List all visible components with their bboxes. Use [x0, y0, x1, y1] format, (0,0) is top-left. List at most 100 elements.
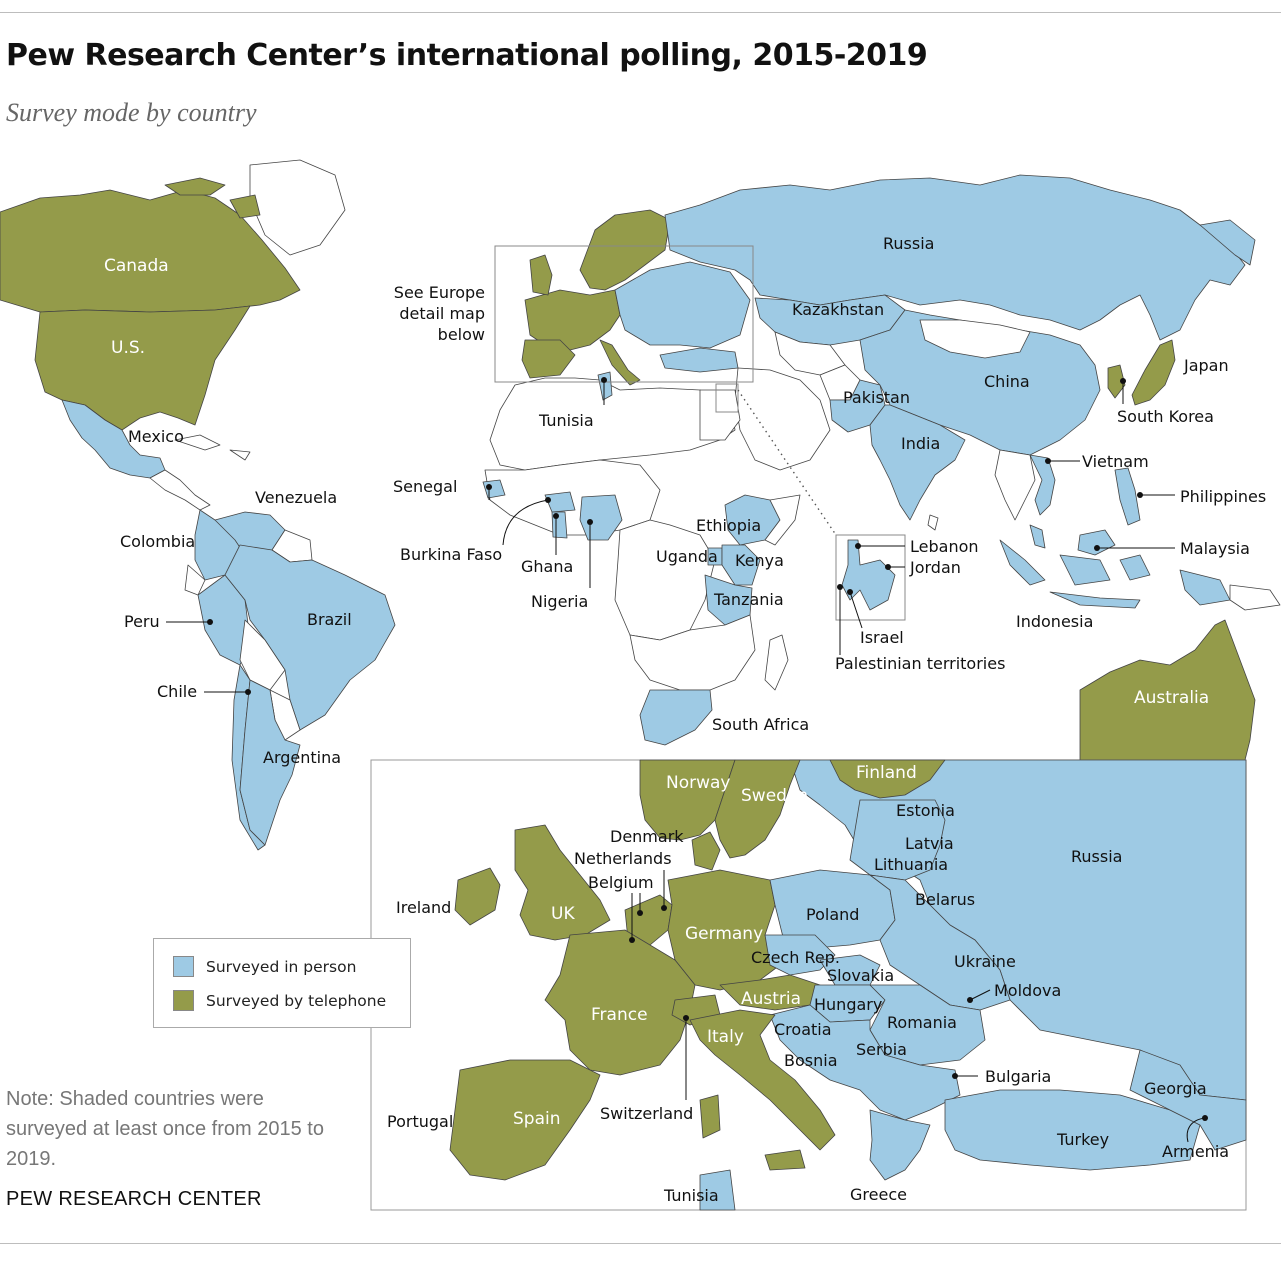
world-uk-shape	[529, 254, 553, 296]
inset-ireland-shape	[454, 867, 501, 926]
label-ghana: Ghana	[521, 557, 573, 576]
inset-turkey-shape	[944, 1089, 1201, 1171]
label-pakistan: Pakistan	[843, 388, 910, 407]
label-malaysia: Malaysia	[1180, 539, 1250, 558]
label-eu-sweden: Sweden	[741, 786, 808, 806]
label-eu-norway: Norway	[666, 773, 731, 793]
label-eu-tunisia: Tunisia	[663, 1186, 719, 1205]
label-palestinian-territories: Palestinian territories	[835, 654, 1005, 673]
label-colombia: Colombia	[120, 532, 195, 551]
label-eu-belarus: Belarus	[915, 890, 975, 909]
legend: Surveyed in person Surveyed by telephone	[153, 938, 411, 1028]
sri-lanka-shape	[927, 514, 939, 531]
png-shape	[1229, 584, 1281, 611]
inset-finland-shape	[829, 759, 946, 799]
label-eu-italy: Italy	[707, 1027, 744, 1047]
label-eu-greece: Greece	[850, 1185, 907, 1204]
label-eu-estonia: Estonia	[896, 801, 955, 820]
footnote: Note: Shaded countries were surveyed at …	[6, 1088, 324, 1170]
canada-islands-shape	[164, 177, 261, 219]
label-jordan: Jordan	[909, 558, 961, 577]
europe-callout-line-3: below	[438, 325, 485, 344]
legend-item-telephone: Surveyed by telephone	[173, 990, 386, 1011]
label-south-africa: South Africa	[712, 715, 809, 734]
label-eu-spain: Spain	[513, 1109, 561, 1129]
legend-label-in-person: Surveyed in person	[206, 957, 357, 976]
west-africa-shape	[484, 459, 661, 536]
inset-italy-shape	[689, 1009, 836, 1151]
label-japan: Japan	[1183, 356, 1229, 375]
label-nigeria: Nigeria	[531, 592, 588, 611]
label-eu-ireland: Ireland	[396, 898, 451, 917]
korea-shape	[1107, 364, 1126, 399]
label-eu-uk: UK	[551, 904, 575, 924]
inset-czech-shape	[764, 934, 836, 976]
levant-shape	[841, 539, 896, 611]
label-chile: Chile	[157, 682, 197, 701]
kenya-shape	[721, 544, 761, 586]
label-uganda: Uganda	[656, 547, 718, 566]
chart-subtitle: Survey mode by country	[6, 98, 257, 127]
legend-label-telephone: Surveyed by telephone	[206, 991, 387, 1010]
inset-slovakia-shape	[819, 954, 881, 986]
vietnam-shape	[1029, 454, 1056, 516]
philippines-shape	[1114, 467, 1141, 526]
southern-africa-shape	[629, 614, 756, 691]
japan-shape	[1131, 339, 1176, 406]
label-burkina-faso: Burkina Faso	[400, 545, 502, 564]
label-south-korea: South Korea	[1117, 407, 1214, 426]
burkina-faso-shape	[544, 491, 576, 513]
nigeria-shape	[579, 494, 623, 541]
label-us: U.S.	[111, 338, 145, 358]
inset-iberia-shape	[449, 1059, 601, 1181]
label-eu-serbia: Serbia	[856, 1040, 907, 1059]
label-canada: Canada	[104, 256, 169, 276]
top-rule	[0, 12, 1281, 13]
label-israel: Israel	[860, 628, 904, 647]
label-brazil: Brazil	[307, 610, 352, 629]
middle-east-shape	[734, 367, 831, 471]
inset-tunisia-shape	[699, 1169, 736, 1211]
label-india: India	[901, 434, 940, 453]
inset-denmark-shape	[691, 831, 721, 871]
world-labels: Canada U.S. Mexico Venezuela Colombia Pe…	[104, 234, 1266, 767]
europe-callout-line-2: detail map	[399, 304, 485, 323]
label-eu-croatia: Croatia	[774, 1020, 832, 1039]
label-venezuela: Venezuela	[255, 488, 337, 507]
mideast-detail-box	[835, 534, 906, 621]
label-eu-bosnia: Bosnia	[784, 1051, 838, 1070]
inset-sardinia-shape	[699, 1094, 721, 1139]
central-america-shape	[149, 469, 211, 511]
indonesia-shape	[999, 539, 1231, 609]
mideast-callout-box	[715, 383, 739, 413]
legend-swatch-telephone	[173, 990, 194, 1011]
europe-callout-line-1: See Europe	[394, 283, 485, 302]
inset-france-shape	[544, 929, 696, 1076]
legend-swatch-in-person	[173, 956, 194, 977]
kamchatka-shape	[1199, 219, 1256, 266]
label-china: China	[984, 372, 1030, 391]
leader-lines	[166, 380, 1206, 1143]
world-scandinavia-shape	[579, 209, 671, 291]
bottom-rule	[0, 1243, 1281, 1244]
north-africa-shape	[489, 377, 736, 471]
label-tanzania: Tanzania	[713, 590, 784, 609]
label-eu-finland: Finland	[856, 763, 917, 783]
world-turkey-shape	[659, 347, 739, 373]
egypt-area-shape	[699, 389, 741, 441]
label-eu-france: France	[591, 1005, 648, 1025]
label-mexico: Mexico	[128, 427, 184, 446]
label-eu-russia: Russia	[1071, 847, 1122, 866]
chart-title: Pew Research Center’s international poll…	[6, 38, 928, 73]
label-eu-germany: Germany	[685, 924, 763, 944]
label-eu-belgium: Belgium	[588, 873, 654, 892]
europe-labels: Norway Sweden Finland Estonia Latvia Lit…	[387, 763, 1229, 1205]
greenland-shape	[249, 159, 346, 256]
label-eu-slovakia: Slovakia	[827, 966, 894, 985]
label-vietnam: Vietnam	[1082, 452, 1149, 471]
label-eu-georgia: Georgia	[1144, 1079, 1207, 1098]
label-indonesia: Indonesia	[1016, 612, 1093, 631]
world-iberia-shape	[521, 339, 576, 379]
label-eu-turkey: Turkey	[1056, 1130, 1109, 1149]
label-eu-latvia: Latvia	[905, 834, 954, 853]
